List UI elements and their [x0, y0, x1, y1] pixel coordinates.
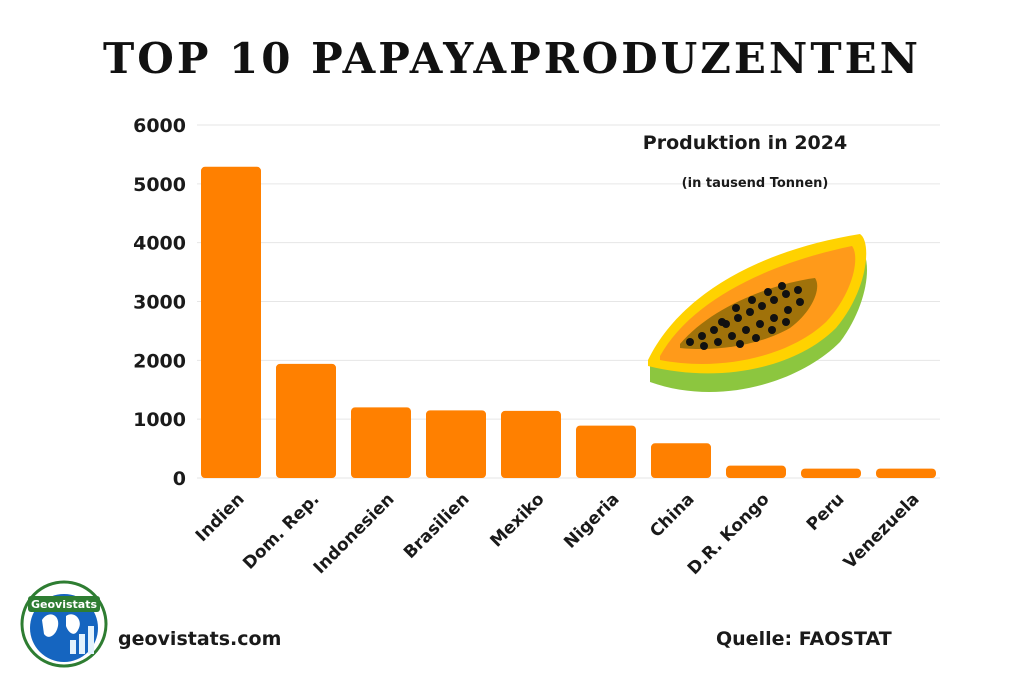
y-tick-label: 2000 — [133, 350, 186, 372]
logo-text: Geovistats — [31, 598, 97, 611]
x-tick-label: Indien — [192, 489, 249, 546]
geovistats-logo: Geovistats — [20, 580, 108, 668]
bar-china — [651, 443, 711, 478]
chart-unit-note: (in tausend Tonnen) — [681, 176, 829, 191]
y-tick-label: 0 — [173, 468, 186, 490]
bar-venezuela — [876, 468, 936, 478]
bar-peru — [801, 468, 861, 478]
bar-indonesien — [351, 407, 411, 478]
website-label[interactable]: geovistats.com — [118, 628, 282, 650]
source-label: Quelle: FAOSTAT — [716, 628, 892, 650]
bar-dom-rep- — [276, 363, 336, 478]
y-tick-label: 1000 — [133, 409, 186, 431]
x-tick-label: China — [646, 489, 698, 541]
y-tick-label: 3000 — [133, 292, 186, 314]
bar-brasilien — [426, 410, 486, 478]
x-tick-label: Brasilien — [400, 489, 474, 563]
x-tick-label: Venezuela — [840, 489, 924, 573]
bar-mexiko — [501, 410, 561, 478]
y-tick-label: 4000 — [133, 233, 186, 255]
x-tick-label: Indonesien — [310, 489, 399, 578]
x-tick-label: Dom. Rep. — [239, 489, 323, 573]
bar-d-r-kongo — [726, 465, 786, 478]
bar-nigeria — [576, 425, 636, 478]
bar-indien — [201, 166, 261, 478]
x-tick-label: Mexiko — [486, 489, 548, 551]
chart-title: TOP 10 PAPAYAPRODUZENTEN — [103, 34, 921, 83]
x-tick-label: Nigeria — [560, 489, 623, 552]
chart-subtitle: Produktion in 2024 — [642, 132, 848, 154]
y-tick-label: 6000 — [133, 115, 186, 137]
x-tick-label: Peru — [803, 489, 849, 535]
y-tick-label: 5000 — [133, 174, 186, 196]
papaya-illustration — [648, 234, 867, 393]
